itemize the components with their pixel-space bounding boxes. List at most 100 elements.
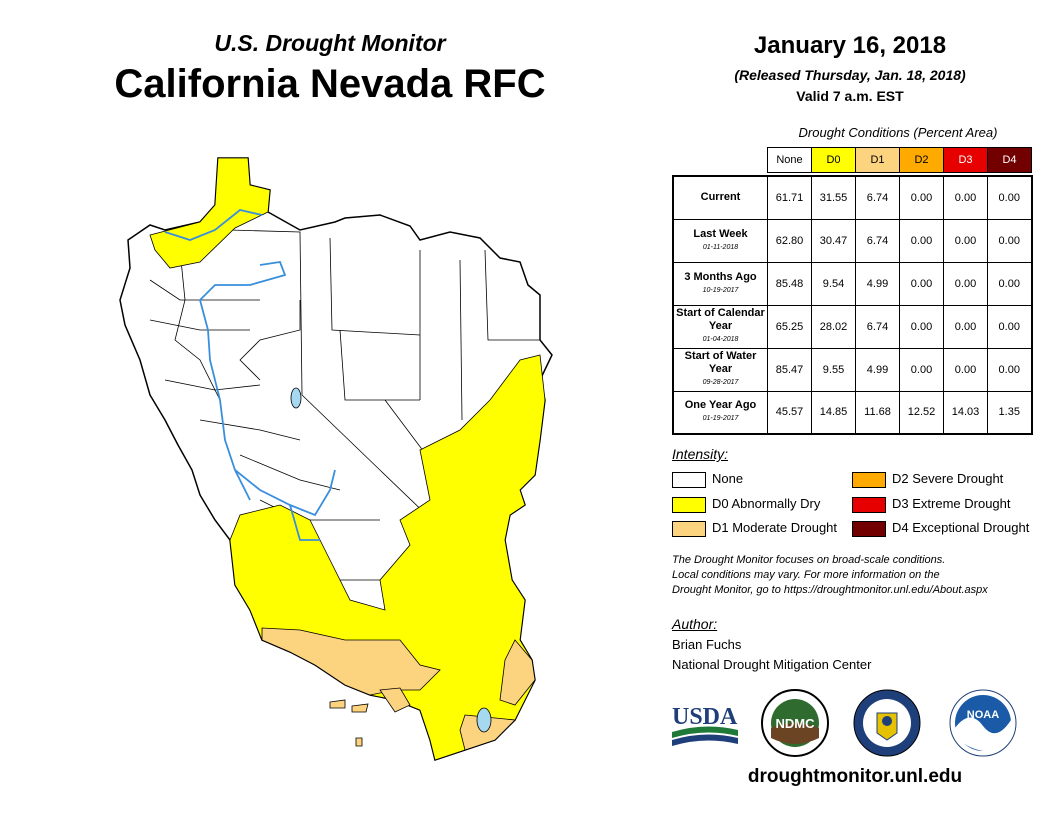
column-header: D2 <box>899 147 944 173</box>
table-caption: Drought Conditions (Percent Area) <box>798 125 998 140</box>
table-cell: 0.00 <box>987 261 1032 306</box>
table-cell: 0.00 <box>899 175 944 220</box>
legend-swatch <box>672 471 706 488</box>
legend-item: None <box>672 471 744 488</box>
noaa-logo: NOAA <box>949 689 1017 757</box>
ndmc-logo: NDMC <box>761 689 829 757</box>
row-date: 09-28-2017 <box>702 379 739 386</box>
table-cell: 0.00 <box>943 218 988 263</box>
table-row: Current 61.71 31.55 6.74 0.00 0.00 0.00 <box>672 175 1032 220</box>
note-line: Local conditions may vary. For more info… <box>672 569 940 581</box>
map-date: January 16, 2018 <box>753 32 947 59</box>
legend-item: D2 Severe Drought <box>852 471 1004 488</box>
table-cell: 85.47 <box>767 347 812 392</box>
row-label: One Year Ago 01-19-2017 <box>672 390 768 435</box>
table-cell: 31.55 <box>811 175 856 220</box>
table-cell: 0.00 <box>943 261 988 306</box>
row-date: 01-19-2017 <box>702 415 739 423</box>
table-row: 3 Months Ago 10-19-2017 85.48 9.54 4.99 0.00 0… <box>672 261 1032 306</box>
table-cell: 14.03 <box>943 390 988 435</box>
legend-swatch <box>672 496 706 513</box>
column-header: D3 <box>943 147 988 173</box>
row-label-text: Start of Calendar Year <box>676 307 765 332</box>
table-cell: 30.47 <box>811 218 856 263</box>
row-label: Current <box>672 175 768 220</box>
row-label-text: Start of Water Year <box>684 350 757 375</box>
table-cell: 85.48 <box>767 261 812 306</box>
row-label-text: Last Week <box>693 227 748 240</box>
table-cell: 28.02 <box>811 304 856 349</box>
table-cell: 14.85 <box>811 390 856 435</box>
usda-logo-text: USDA <box>672 704 738 730</box>
table-cell: 45.57 <box>767 390 812 435</box>
table-corner <box>673 148 768 173</box>
drought-map <box>119 157 553 761</box>
author-organization: National Drought Mitigation Center <box>672 657 872 672</box>
table-cell: 0.00 <box>987 304 1032 349</box>
row-label-text: Current <box>700 191 741 204</box>
row-date: 01-11-2018 <box>702 243 739 251</box>
legend-swatch <box>672 520 706 537</box>
table-cell: 0.00 <box>899 218 944 263</box>
map-subtitle: U.S. Drought Monitor <box>214 30 446 56</box>
row-date: 01-04-2018 <box>702 336 739 343</box>
release-date: (Released Thursday, Jan. 18, 2018) <box>734 67 966 83</box>
legend-swatch <box>852 496 886 513</box>
usda-logo: USDA <box>672 704 738 746</box>
legend-item: D4 Exceptional Drought <box>852 520 1029 537</box>
table-cell: 0.00 <box>943 175 988 220</box>
lakes <box>290 387 492 733</box>
table-cell: 6.74 <box>855 175 900 220</box>
legend-label: D1 Moderate Drought <box>712 520 838 535</box>
row-label: Start of Water Year 09-28-2017 <box>672 347 768 392</box>
d1-areas <box>261 627 536 751</box>
table-cell: 0.00 <box>943 347 988 392</box>
legend-label: None <box>712 471 744 486</box>
author-name: Brian Fuchs <box>672 637 742 652</box>
row-label: 3 Months Ago 10-19-2017 <box>672 261 768 306</box>
table-cell: 12.52 <box>899 390 944 435</box>
table-cell: 4.99 <box>855 347 900 392</box>
table-row: One Year Ago 01-19-2017 45.57 14.85 11.68 12.… <box>672 390 1032 435</box>
rivers <box>164 209 336 541</box>
table-cell: 0.00 <box>899 304 944 349</box>
legend-title: Intensity: <box>672 446 729 462</box>
legend-label: D3 Extreme Drought <box>892 496 1011 511</box>
table-cell: 9.55 <box>811 347 856 392</box>
table-cell: 4.99 <box>855 261 900 306</box>
note-line: Drought Monitor, go to https://droughtmo… <box>672 584 988 596</box>
drought-conditions-table: None D0 D1 D2 D3 D4 Current 61.71 31.55 6.7… <box>672 147 1033 435</box>
legend-item: D0 Abnormally Dry <box>672 496 821 513</box>
map-title: California Nevada RFC <box>114 62 546 106</box>
table-cell: 0.00 <box>899 261 944 306</box>
row-label: Last Week 01-11-2018 <box>672 218 768 263</box>
table-cell: 6.74 <box>855 304 900 349</box>
table-row: Start of Calendar Year 01-04-2018 65.25 28.… <box>672 304 1032 349</box>
table-cell: 9.54 <box>811 261 856 306</box>
legend-label: D0 Abnormally Dry <box>712 496 821 511</box>
note-line: The Drought Monitor focuses on broad-sca… <box>672 554 946 566</box>
table-cell: 0.00 <box>899 347 944 392</box>
column-header: None <box>767 147 812 173</box>
table-cell: 61.71 <box>767 175 812 220</box>
table-row: Start of Water Year 09-28-2017 85.47 9.55 4.… <box>672 347 1032 392</box>
legend-swatch <box>852 471 886 488</box>
column-header: D0 <box>811 147 856 173</box>
legend-item: D1 Moderate Drought <box>672 520 838 537</box>
legend-item: D3 Extreme Drought <box>852 496 1011 513</box>
column-header: D4 <box>987 147 1032 173</box>
table-cell: 1.35 <box>987 390 1032 435</box>
ndmc-logo-text: NDMC <box>776 716 816 731</box>
row-label: Start of Calendar Year 01-04-2018 <box>672 304 768 349</box>
row-label-text: 3 Months Ago <box>684 270 757 283</box>
legend-swatch <box>852 520 886 537</box>
row-date: 10-19-2017 <box>702 286 739 294</box>
legend-label: D2 Severe Drought <box>892 471 1004 486</box>
table-cell: 62.80 <box>767 218 812 263</box>
table-cell: 11.68 <box>855 390 900 435</box>
website-link[interactable]: droughtmonitor.unl.edu <box>747 766 963 787</box>
row-label-text: One Year Ago <box>684 399 757 412</box>
disclaimer-note: The Drought Monitor focuses on broad-sca… <box>672 553 1042 598</box>
table-cell: 0.00 <box>987 218 1032 263</box>
channel-islands <box>329 699 369 747</box>
